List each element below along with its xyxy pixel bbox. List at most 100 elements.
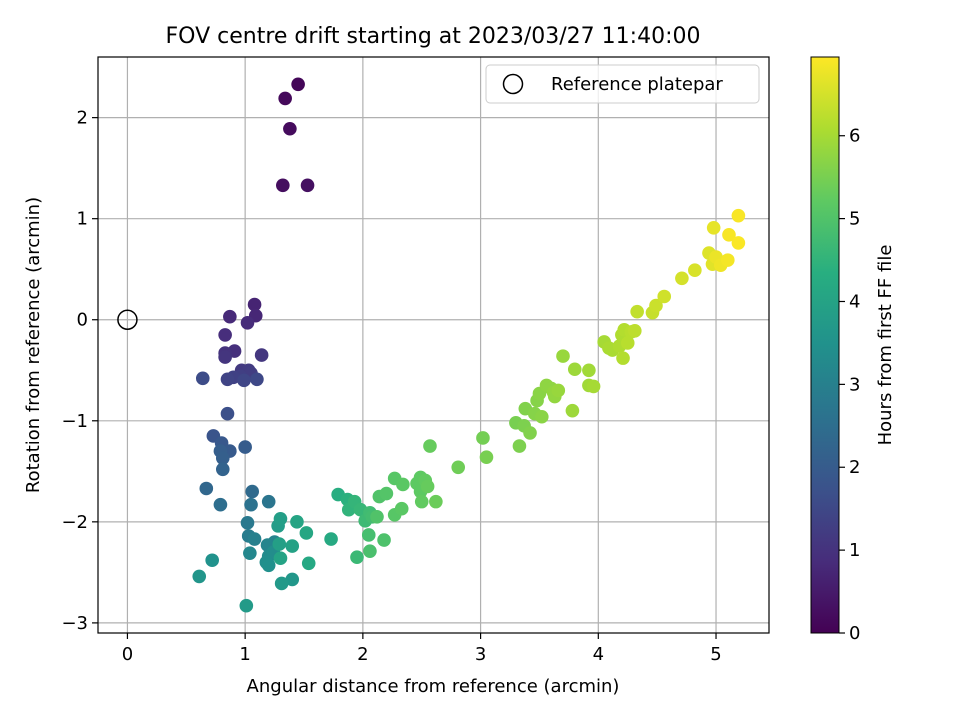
data-point — [243, 546, 257, 560]
data-point — [254, 348, 269, 362]
data-point — [688, 263, 702, 278]
data-point — [218, 328, 232, 342]
legend-entry-label: Reference platepar — [551, 74, 723, 95]
data-point — [616, 351, 630, 365]
data-point — [299, 526, 314, 540]
data-point — [213, 497, 228, 512]
data-point — [220, 406, 235, 421]
data-point — [223, 309, 237, 324]
x-tick-label: 5 — [710, 644, 721, 665]
data-point — [205, 553, 219, 568]
legend-box — [485, 64, 760, 104]
data-point — [396, 477, 410, 492]
y-tick-label: 1 — [77, 209, 88, 230]
data-point — [215, 462, 230, 477]
data-point — [512, 439, 527, 453]
data-point — [420, 479, 435, 494]
x-tick-label: 3 — [475, 644, 486, 665]
x-tick-label: 2 — [357, 644, 368, 665]
data-point — [720, 253, 735, 267]
data-point — [377, 533, 391, 547]
x-axis-ticks: 0 1 2 3 4 5 — [122, 633, 722, 665]
data-point — [551, 383, 566, 398]
data-point — [240, 516, 255, 530]
x-tick-label: 4 — [593, 644, 604, 665]
data-point — [523, 426, 537, 440]
data-point — [237, 373, 251, 388]
legend: Reference platepar — [485, 64, 760, 104]
data-point — [272, 537, 287, 551]
data-points — [192, 77, 746, 613]
data-point — [675, 271, 689, 286]
colorbar — [810, 56, 840, 634]
data-point — [479, 450, 494, 464]
y-tick-label: −2 — [61, 512, 88, 533]
data-point — [451, 460, 466, 475]
data-point — [423, 439, 437, 453]
data-point — [567, 362, 582, 377]
x-axis-label: Angular distance from reference (arcmin) — [247, 676, 620, 697]
data-point — [350, 550, 364, 565]
data-point — [278, 91, 292, 106]
data-point — [247, 297, 262, 312]
data-point — [620, 336, 635, 350]
y-tick-label: −3 — [61, 613, 88, 634]
data-point — [291, 77, 305, 92]
data-point — [582, 363, 596, 378]
data-point — [261, 558, 276, 573]
colorbar-tick-label: 4 — [849, 291, 860, 312]
data-point — [628, 324, 642, 338]
data-point — [363, 544, 377, 558]
data-point — [285, 539, 300, 553]
data-point — [192, 569, 207, 584]
data-point — [199, 481, 214, 496]
data-point — [565, 403, 580, 418]
data-point — [556, 349, 570, 363]
data-point — [239, 598, 254, 613]
data-point — [722, 228, 736, 242]
x-tick-label: 1 — [239, 644, 250, 665]
data-point — [370, 509, 384, 524]
data-point — [273, 512, 288, 526]
legend-reference-marker — [502, 73, 524, 95]
data-point — [283, 121, 297, 136]
data-point — [273, 551, 288, 566]
y-tick-label: −1 — [61, 411, 88, 432]
data-point — [244, 497, 258, 512]
data-point — [586, 379, 601, 394]
data-point — [218, 350, 232, 364]
y-axis-ticks: −3 −2 −1 0 1 2 — [61, 108, 98, 634]
data-point — [731, 236, 746, 250]
data-point — [414, 494, 429, 509]
data-point — [290, 515, 304, 529]
x-tick-label: 0 — [122, 644, 133, 665]
plot-frame — [97, 56, 770, 634]
data-point — [261, 494, 276, 509]
data-point — [215, 451, 230, 465]
data-point — [220, 372, 235, 387]
y-tick-label: 2 — [77, 108, 88, 129]
data-point — [361, 528, 376, 542]
data-point — [195, 371, 210, 386]
data-point — [324, 532, 338, 546]
chart-title: FOV centre drift starting at 2023/03/27 … — [166, 24, 701, 49]
colorbar-tick-label: 6 — [849, 126, 860, 147]
data-point — [731, 208, 746, 223]
y-tick-label: 0 — [77, 310, 88, 331]
data-point — [301, 556, 316, 571]
data-point — [429, 494, 443, 509]
data-point — [706, 220, 721, 235]
reference-marker-group — [117, 309, 138, 330]
data-point — [657, 289, 672, 304]
colorbar-tick-label: 3 — [849, 374, 860, 395]
colorbar-ticks: 0 1 2 3 4 5 6 — [839, 126, 860, 644]
data-point — [276, 178, 290, 193]
data-point — [238, 440, 252, 454]
colorbar-tick-label: 1 — [849, 540, 860, 561]
colorbar-tick-label: 5 — [849, 209, 860, 230]
colorbar-label: Hours from first FF file — [875, 245, 896, 446]
data-point — [300, 178, 315, 193]
data-point — [250, 372, 264, 387]
colorbar-tick-label: 2 — [849, 457, 860, 478]
